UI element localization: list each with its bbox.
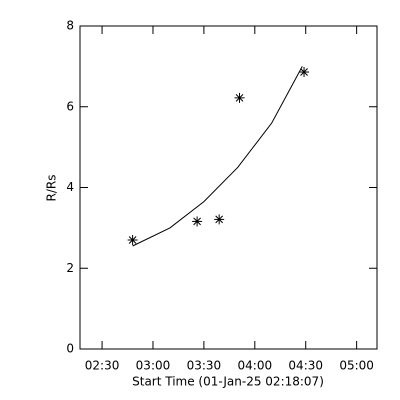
y-tick-label: 8 bbox=[66, 19, 74, 33]
point bbox=[192, 216, 203, 227]
y-tick-label: 6 bbox=[66, 99, 74, 113]
point bbox=[299, 67, 310, 78]
point-stroke bbox=[193, 217, 201, 226]
x-tick-label: 04:00 bbox=[238, 359, 273, 373]
point-stroke bbox=[128, 236, 137, 244]
y-tick-label: 2 bbox=[66, 261, 74, 275]
point-stroke bbox=[215, 215, 224, 224]
point bbox=[234, 92, 245, 103]
x-tick-label: 05:00 bbox=[339, 359, 374, 373]
fit-line bbox=[132, 66, 303, 247]
point-stroke bbox=[300, 68, 308, 76]
x-tick-label: 04:30 bbox=[288, 359, 323, 373]
x-axis-label: Start Time (01-Jan-25 02:18:07) bbox=[132, 375, 324, 389]
x-tick-label: 02:30 bbox=[85, 359, 120, 373]
point-stroke bbox=[235, 94, 244, 102]
plot-frame bbox=[79, 25, 378, 350]
y-axis-label: R/Rs bbox=[45, 175, 59, 202]
y-tick-label: 4 bbox=[66, 180, 74, 194]
point bbox=[214, 214, 225, 225]
point bbox=[127, 234, 138, 245]
y-tick-label: 0 bbox=[66, 342, 74, 356]
x-tick-label: 03:30 bbox=[187, 359, 222, 373]
x-tick-label: 03:00 bbox=[136, 359, 171, 373]
